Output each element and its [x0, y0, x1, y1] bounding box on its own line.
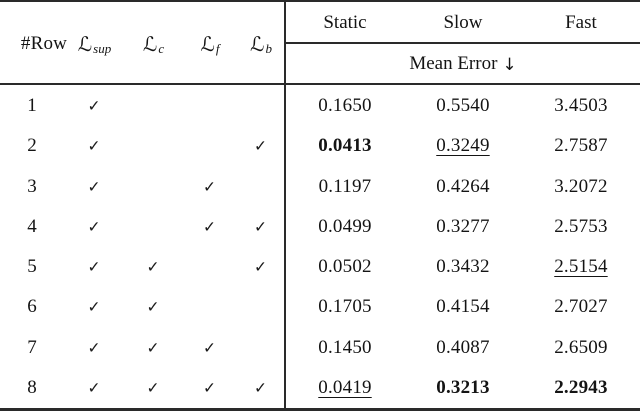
check-mark-icon: ✓ — [87, 338, 101, 357]
row-number: 1 — [27, 95, 37, 117]
table-row: 4 ✓ ✓ ✓ 0.0499 0.3277 2.5753 — [0, 207, 640, 247]
down-arrow-icon: ↓ — [502, 54, 517, 75]
table-row: 7 ✓ ✓ ✓ 0.1450 0.4087 2.6509 — [0, 328, 640, 368]
loss-subscript: b — [265, 40, 272, 56]
value-cell: 0.1650 — [318, 95, 372, 117]
value-cell: 0.0499 — [318, 215, 372, 237]
value-cell: 0.3213 — [436, 376, 490, 398]
metric-columns-header: Static Slow Fast — [286, 4, 640, 42]
table-vertical-divider — [284, 2, 286, 410]
value-cell: 0.3277 — [436, 215, 490, 237]
check-mark-icon: ✓ — [146, 298, 160, 317]
script-L-symbol: ℒ — [200, 31, 215, 56]
value-cell: 2.7587 — [554, 135, 608, 157]
row-number: 2 — [27, 135, 37, 157]
row-values: 0.0502 0.3432 2.5154 — [286, 247, 640, 287]
script-L-symbol: ℒ — [142, 31, 158, 56]
table-row: 2 ✓ ✓ 0.0413 0.3249 2.7587 — [0, 126, 640, 166]
loss-subscript: f — [215, 40, 220, 56]
value-cell: 0.4264 — [436, 175, 490, 197]
row-number: 3 — [27, 175, 37, 197]
check-mark-icon: ✓ — [87, 217, 101, 236]
row-values: 0.1705 0.4154 2.7027 — [286, 287, 640, 327]
script-L-symbol: ℒ — [250, 31, 265, 56]
check-mark-icon: ✓ — [203, 177, 216, 196]
check-mark-icon: ✓ — [87, 258, 101, 277]
value-cell: 0.5540 — [436, 95, 490, 117]
row-number: 7 — [27, 336, 37, 358]
value-cell: 0.4087 — [436, 336, 490, 358]
table-row: 8 ✓ ✓ ✓ ✓ 0.0419 0.3213 2.2943 — [0, 368, 640, 408]
loss-subscript: c — [158, 40, 165, 56]
check-mark-icon: ✓ — [254, 217, 267, 236]
check-mark-icon: ✓ — [146, 338, 160, 357]
value-cell: 0.4154 — [436, 296, 490, 318]
row-number: 6 — [27, 296, 37, 318]
script-L-symbol: ℒ — [77, 31, 93, 56]
check-mark-icon: ✓ — [203, 378, 216, 397]
table-row: 5 ✓ ✓ ✓ 0.0502 0.3432 2.5154 — [0, 247, 640, 287]
mean-error-label: Mean Error — [409, 52, 498, 74]
value-cell: 0.0419 — [318, 376, 372, 398]
column-header-fast: Fast — [565, 12, 597, 33]
column-header-static: Static — [323, 12, 367, 33]
check-mark-icon: ✓ — [146, 258, 160, 277]
row-values: 0.0499 0.3277 2.5753 — [286, 207, 640, 247]
header-body-rule — [0, 83, 640, 85]
value-cell: 2.6509 — [554, 336, 608, 358]
table-bottom-rule — [0, 408, 640, 411]
check-mark-icon: ✓ — [254, 378, 267, 397]
value-cell: 2.7027 — [554, 296, 608, 318]
value-cell: 0.3432 — [436, 256, 490, 278]
value-cell: 3.2072 — [554, 175, 608, 197]
check-mark-icon: ✓ — [254, 137, 267, 156]
row-values: 0.0413 0.3249 2.7587 — [286, 126, 640, 166]
metric-header-rule — [285, 42, 640, 44]
value-cell: 2.5154 — [554, 256, 608, 278]
check-mark-icon: ✓ — [203, 217, 216, 236]
value-cell: 0.1705 — [318, 296, 372, 318]
value-cell: 2.2943 — [554, 376, 608, 398]
value-cell: 0.0502 — [318, 256, 372, 278]
row-number: 8 — [27, 376, 37, 398]
value-cell: 2.5753 — [554, 215, 608, 237]
check-mark-icon: ✓ — [203, 338, 216, 357]
table-body: 1 ✓ 0.1650 0.5540 3.4503 2 ✓ ✓ 0.0413 0.3249 2.758… — [0, 86, 640, 408]
row-column-header: #Row — [20, 32, 68, 54]
table-top-rule — [0, 0, 640, 2]
metric-subheader: Mean Error ↓ — [286, 44, 640, 83]
check-mark-icon: ✓ — [254, 258, 267, 277]
row-number: 4 — [27, 215, 37, 237]
table-row: 6 ✓ ✓ 0.1705 0.4154 2.7027 — [0, 287, 640, 327]
value-cell: 0.1450 — [318, 336, 372, 358]
loss-subscript: sup — [93, 40, 112, 56]
check-mark-icon: ✓ — [87, 298, 101, 317]
value-cell: 0.1197 — [318, 175, 372, 197]
value-cell: 0.3249 — [436, 135, 490, 157]
value-cell: 3.4503 — [554, 95, 608, 117]
row-values: 0.0419 0.3213 2.2943 — [286, 368, 640, 408]
check-mark-icon: ✓ — [87, 378, 101, 397]
check-mark-icon: ✓ — [146, 378, 160, 397]
table-row: 1 ✓ 0.1650 0.5540 3.4503 — [0, 86, 640, 126]
value-cell: 0.0413 — [318, 135, 372, 157]
row-values: 0.1650 0.5540 3.4503 — [286, 86, 640, 126]
check-mark-icon: ✓ — [87, 97, 101, 116]
row-number: 5 — [27, 256, 37, 278]
check-mark-icon: ✓ — [87, 177, 101, 196]
check-mark-icon: ✓ — [87, 137, 101, 156]
row-values: 0.1197 0.4264 3.2072 — [286, 167, 640, 207]
column-header-slow: Slow — [443, 12, 483, 33]
table-row: 3 ✓ ✓ 0.1197 0.4264 3.2072 — [0, 167, 640, 207]
row-values: 0.1450 0.4087 2.6509 — [286, 328, 640, 368]
